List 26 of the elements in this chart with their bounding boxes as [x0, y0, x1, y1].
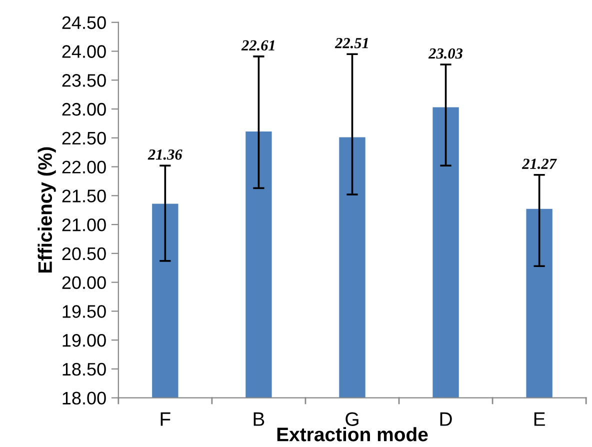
x-tick-label: D	[440, 412, 452, 426]
annotation: 22.61	[241, 40, 274, 51]
y-tick-label: 18.00	[62, 392, 106, 405]
y-tick-label: 20.00	[62, 276, 106, 290]
annotation: 22.51	[334, 38, 368, 48]
x-tick-label: B	[254, 412, 264, 426]
y-tick-label: 20.50	[62, 247, 106, 260]
y-tick-label: 23.00	[62, 102, 106, 116]
y-tick-label: 24.00	[62, 45, 106, 58]
y-tick-label: 19.50	[62, 305, 106, 318]
y-tick-label: 19.00	[62, 334, 106, 347]
x-tick-label: F	[160, 412, 170, 426]
x-tick-label: E	[534, 412, 545, 426]
x-axis-title: Extraction mode	[277, 427, 428, 442]
y-tick-label: 22.50	[62, 132, 106, 145]
y-axis-title: Efficiency (%)	[38, 147, 56, 273]
x-tick-label: G	[346, 412, 358, 426]
annotation: 23.03	[428, 48, 463, 59]
y-tick-label: 24.50	[62, 16, 106, 30]
y-tick-label: 18.50	[62, 362, 106, 376]
y-tick-label: 22.00	[62, 160, 106, 174]
annotation: 21.27	[522, 158, 558, 170]
annotation: 21.36	[148, 149, 182, 160]
y-tick-label: 21.50	[62, 190, 106, 202]
y-tick-label: 21.00	[62, 218, 106, 232]
y-tick-label: 23.50	[62, 74, 106, 87]
